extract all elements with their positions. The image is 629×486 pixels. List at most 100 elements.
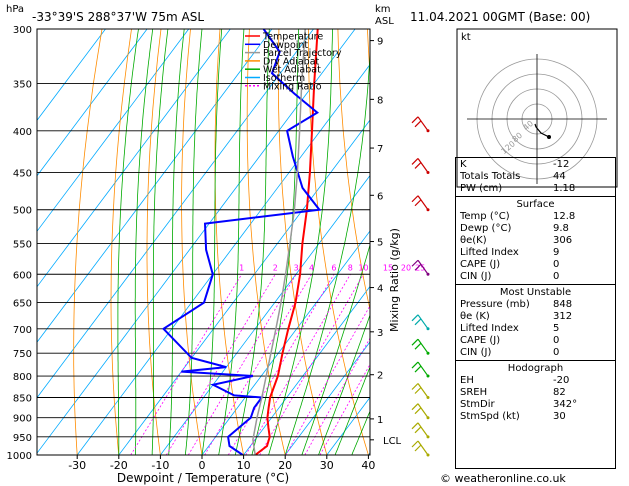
mixing-ratio-label: 8	[348, 263, 353, 272]
most-unstable-row: Pressure (mb) 848	[460, 299, 611, 311]
pressure-unit-label: hPa	[6, 4, 24, 15]
section-divider	[456, 284, 615, 285]
temperature-tick-label: 0	[199, 459, 206, 472]
indices-panel: K -12 Totals Totals 44 PW (cm) 1.18 Surface Tem…	[455, 157, 616, 469]
lcl-label: LCL	[383, 436, 402, 447]
wind-barb-dot	[426, 170, 430, 174]
mixing-ratio-label: 3	[294, 263, 299, 272]
isotherm-line	[37, 29, 190, 232]
km-tick-label: 2	[377, 371, 383, 382]
pressure-tick-label: 900	[13, 414, 32, 425]
index-value: 312	[553, 311, 573, 322]
most-unstable-row: θe (K) 312	[460, 311, 611, 323]
hodograph-row: SREH 82	[460, 387, 611, 399]
mixing-ratio-label: 6	[331, 263, 336, 272]
dry-adiabat-line	[110, 29, 132, 455]
wind-barb-dot	[426, 374, 430, 378]
wind-barb-staff	[417, 440, 429, 456]
section-divider	[456, 196, 615, 197]
isotherm-line	[37, 29, 148, 177]
wind-barb-flag	[411, 383, 419, 390]
km-tick-label: 8	[377, 95, 383, 106]
legend-item: Dewpoint	[263, 40, 308, 51]
index-key: Dewp (°C)	[460, 223, 512, 234]
isotherm-line	[284, 341, 370, 455]
pressure-tick-label: 1000	[7, 451, 32, 462]
index-key: Temp (°C)	[460, 211, 510, 222]
wet-adiabat-line	[284, 46, 370, 455]
index-value: 848	[553, 299, 573, 310]
index-value: 5	[553, 323, 560, 334]
credit-footer: © weatheronline.co.uk	[440, 472, 566, 485]
mixing-ratio-line	[227, 274, 335, 455]
km-tick-label: 4	[377, 284, 383, 295]
surface-row: Lifted Index 9	[460, 247, 611, 259]
wind-barb-dot	[426, 435, 430, 439]
index-value: 82	[553, 387, 566, 398]
wind-barb-flag	[411, 440, 419, 448]
section-divider	[456, 360, 615, 361]
mixing-ratio-axis-label: Mixing Ratio (g/kg)	[388, 228, 401, 332]
isotherm-line	[37, 29, 106, 121]
index-key: PW (cm)	[460, 183, 503, 194]
km-tick-label: 7	[377, 144, 383, 155]
surface-row: Dewp (°C) 9.8	[460, 223, 611, 235]
isotherm-line	[37, 29, 231, 288]
index-key: CAPE (J)	[460, 335, 501, 346]
asl-unit-label: ASL	[375, 16, 394, 27]
parcel-trajectory-curve	[252, 29, 306, 455]
km-tick-label: 5	[377, 238, 383, 249]
index-key: EH	[460, 375, 474, 386]
wind-barb-dot	[426, 416, 430, 420]
wind-barb-flag	[414, 263, 422, 271]
pressure-tick-label: 350	[13, 80, 32, 91]
wind-barb-flag	[414, 342, 422, 350]
temperature-tick-label: 40	[361, 459, 375, 472]
dry-adiabat-line	[214, 29, 244, 455]
dry-adiabat-line	[307, 29, 369, 455]
dry-adiabat-line	[246, 29, 286, 455]
isotherm-line	[160, 174, 370, 455]
index-value: 30	[553, 411, 566, 422]
temperature-tick-label: -20	[110, 459, 128, 472]
index-value: 1.18	[553, 183, 576, 194]
hodograph-row: StmSpd (kt) 30	[460, 411, 611, 423]
pressure-tick-label: 850	[13, 393, 32, 404]
dry-adiabat-line	[73, 29, 103, 455]
wind-barb-flag	[414, 426, 422, 434]
km-tick-label: 1	[377, 415, 383, 426]
index-value: 0	[553, 335, 560, 346]
wind-barb-flag	[411, 116, 419, 124]
wind-barb-staff	[417, 195, 429, 211]
isotherm-line	[243, 285, 370, 455]
surface-row: CIN (J) 0	[460, 271, 611, 283]
legend-item: Temperature	[262, 32, 323, 43]
storm-motion-marker	[547, 135, 551, 139]
index-value: 342°	[553, 399, 578, 410]
index-key: θe (K)	[460, 311, 490, 322]
km-tick-label: 3	[377, 328, 383, 339]
pressure-tick-label: 500	[13, 206, 32, 217]
wind-barb-dot	[426, 453, 430, 457]
wind-barb-dot	[426, 272, 430, 276]
mixing-ratio-line	[285, 305, 370, 455]
wind-barb-staff	[417, 158, 429, 173]
wind-barb-flag	[411, 158, 419, 165]
index-row: K -12	[460, 159, 611, 171]
wind-barb-flag	[411, 314, 419, 322]
pressure-tick-label: 650	[13, 299, 32, 310]
most-unstable-row: CIN (J) 0	[460, 347, 611, 359]
index-row: Totals Totals 44	[460, 171, 611, 183]
surface-row: CAPE (J) 0	[460, 259, 611, 271]
hodograph-trace	[534, 123, 550, 138]
wind-barb-staff	[417, 314, 429, 330]
most-unstable-section-title: Most Unstable	[499, 287, 572, 298]
pressure-tick-label: 550	[13, 239, 32, 250]
wind-barb-flag	[411, 403, 419, 411]
mixing-ratio-label: 15	[383, 263, 393, 272]
pressure-tick-label: 300	[13, 25, 32, 36]
index-value: 0	[553, 259, 560, 270]
temperature-tick-label: 30	[320, 459, 334, 472]
